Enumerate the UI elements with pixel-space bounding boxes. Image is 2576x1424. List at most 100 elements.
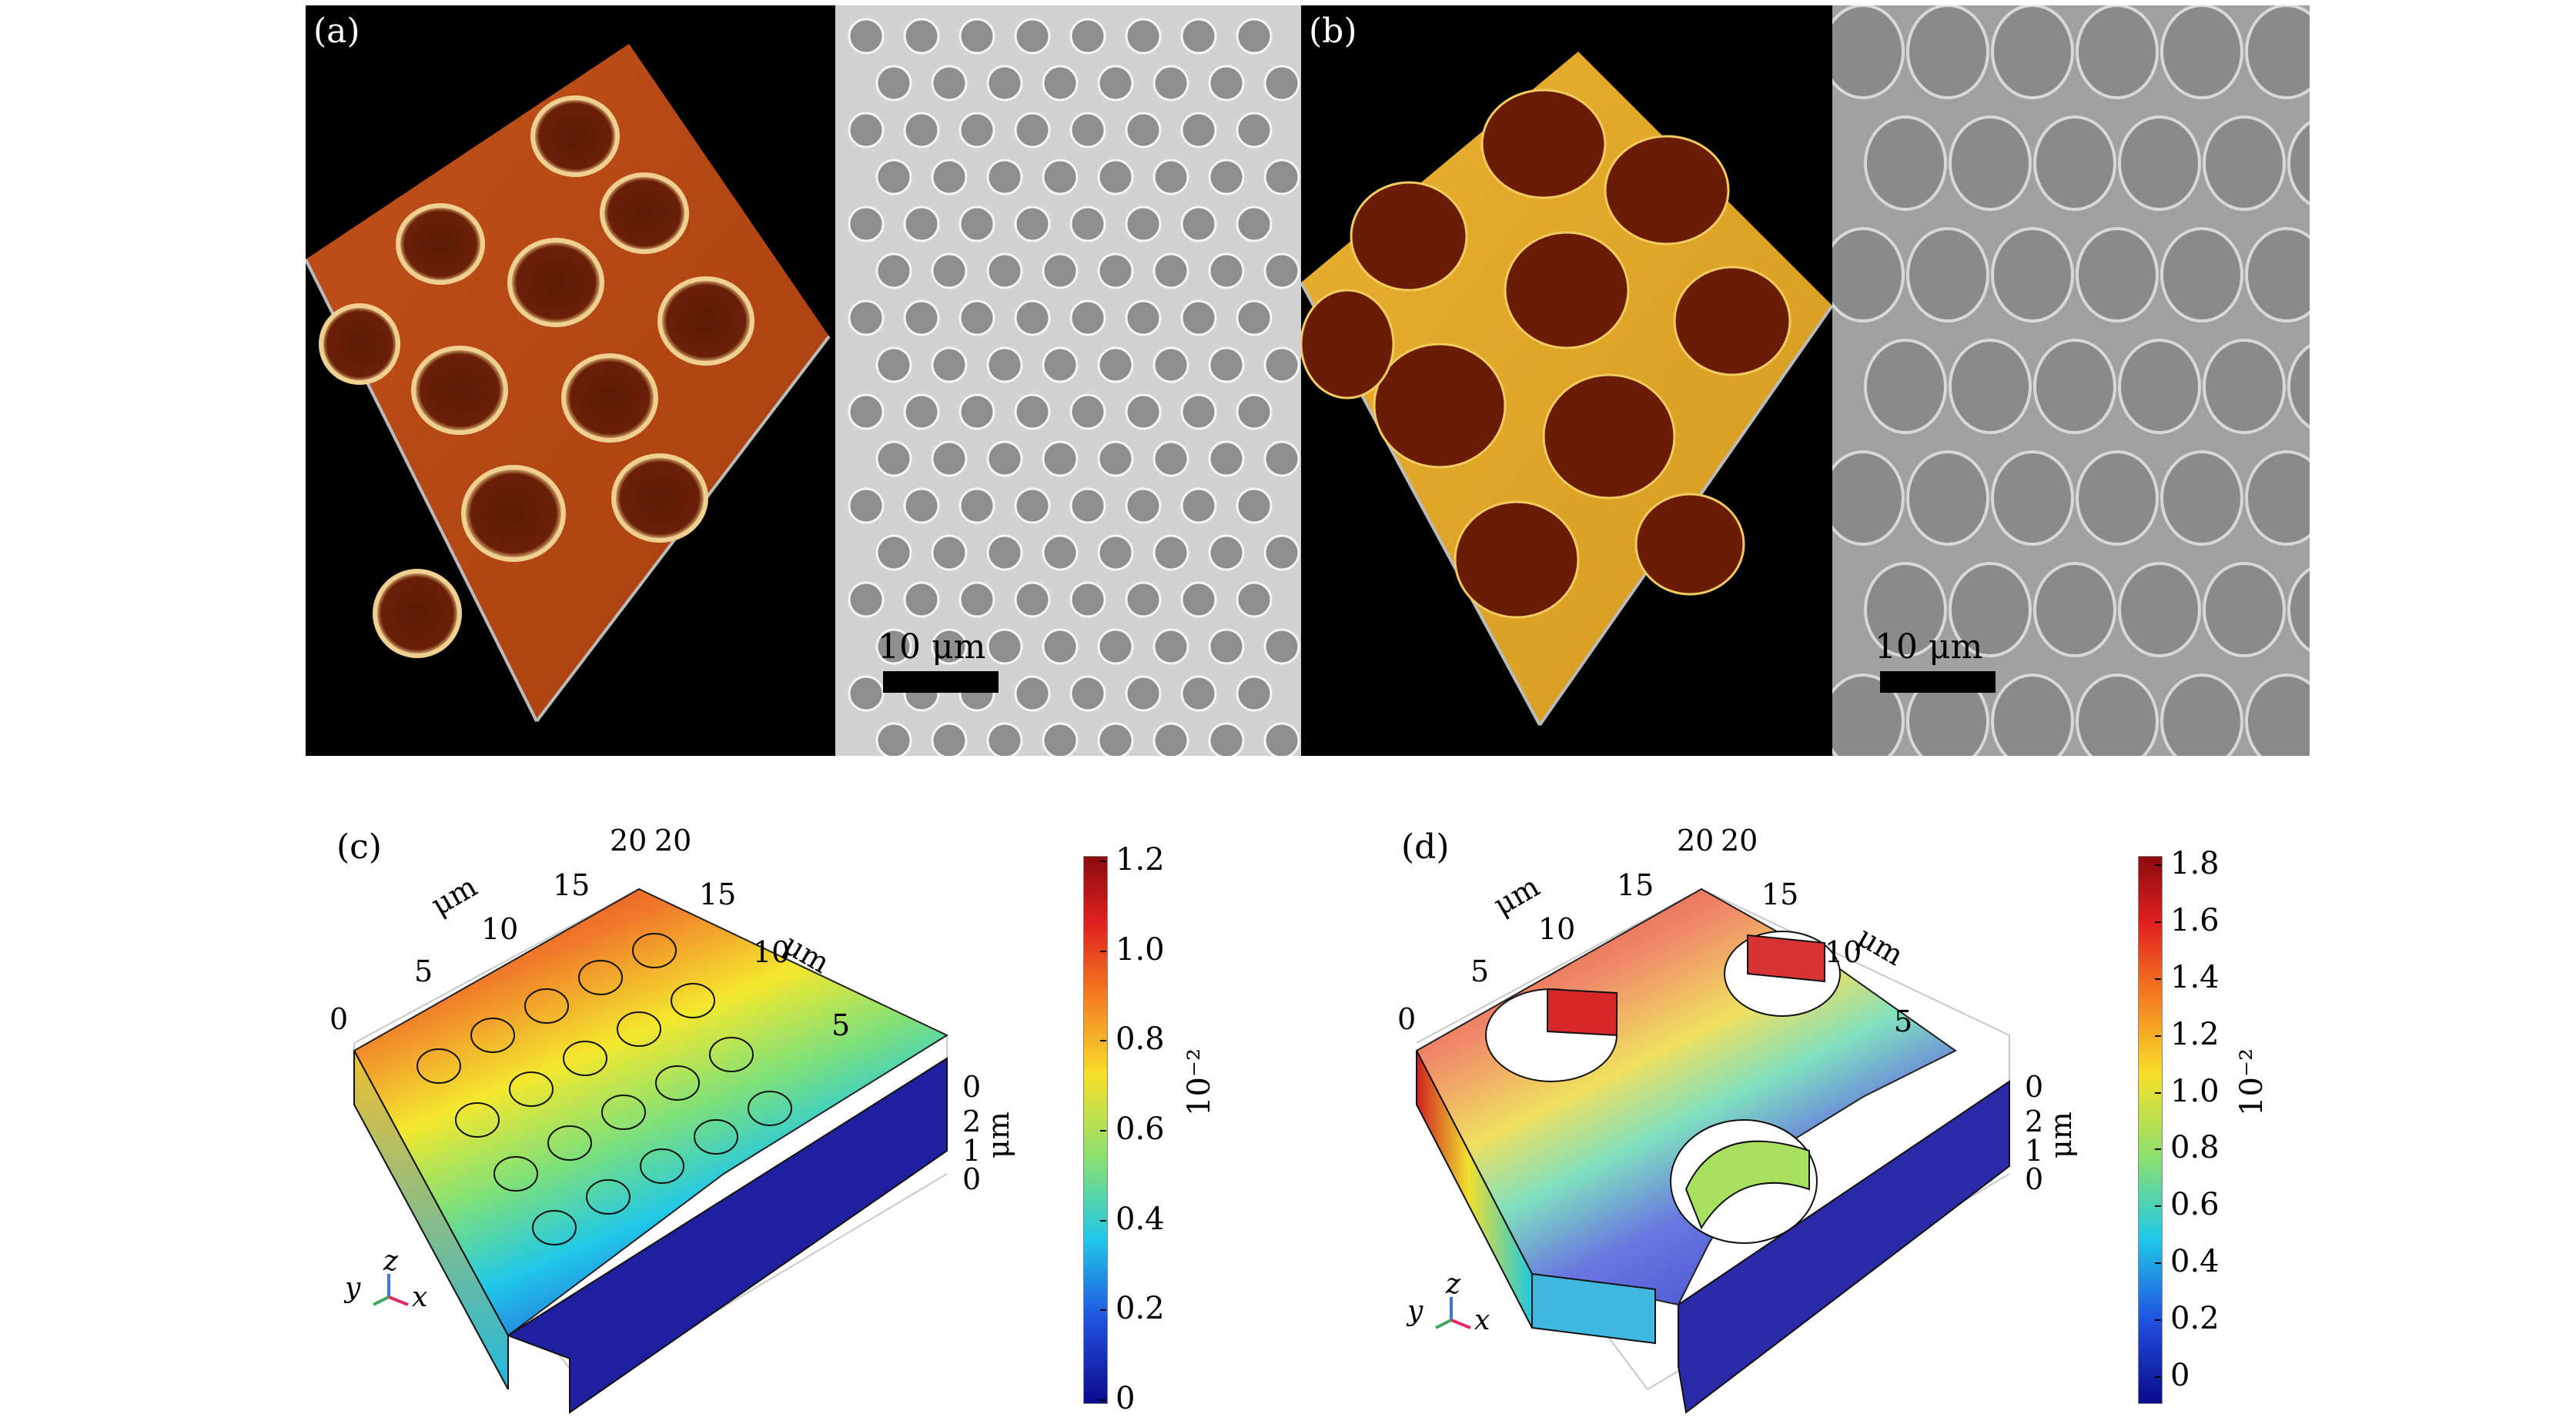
panel-c-colorbar-multiplier: 10⁻² — [1182, 1048, 1217, 1116]
sem-hole — [2245, 227, 2310, 323]
sem-hole — [1263, 628, 1300, 665]
svg-text:x: x — [412, 1282, 427, 1313]
colorbar-tick-mark — [2155, 1376, 2161, 1378]
sem-hole — [1097, 722, 1134, 756]
sem-hole — [903, 581, 940, 618]
sem-hole — [1097, 252, 1134, 289]
sem-hole — [1949, 115, 2032, 211]
sem-hole — [1208, 159, 1245, 196]
sem-hole — [1236, 393, 1273, 430]
sem-hole — [1180, 299, 1217, 336]
sem-hole — [1991, 674, 2074, 756]
sem-hole — [1042, 534, 1079, 571]
panel-b-label: (b) — [1309, 12, 1357, 51]
sem-hole — [1180, 487, 1217, 524]
d-x-tick-0: 0 — [1397, 1002, 1416, 1036]
sem-hole — [1042, 159, 1079, 196]
sem-hole — [1153, 65, 1189, 102]
sem-hole — [1042, 440, 1079, 477]
sem-hole — [848, 581, 885, 618]
sem-hole — [1263, 440, 1300, 477]
sem-hole — [2203, 115, 2286, 211]
sem-hole — [1042, 346, 1079, 383]
sem-hole — [1180, 675, 1217, 712]
sem-hole — [1949, 562, 2032, 657]
colorbar-tick-label: 0.2 — [2170, 1301, 2220, 1337]
c-x-tick-3: 15 — [553, 868, 590, 902]
c-axis-triad: z x y — [343, 1245, 427, 1313]
sem-hole — [1263, 534, 1300, 571]
sem-hole — [986, 346, 1023, 383]
sem-hole — [1153, 722, 1189, 756]
sem-hole — [903, 112, 940, 149]
sem-hole — [2160, 227, 2243, 323]
sem-hole — [848, 299, 885, 336]
sem-hole — [1263, 346, 1300, 383]
d-y-tick-4: 0 — [2025, 1070, 2043, 1104]
d-z-tick-1: 1 — [2025, 1134, 2043, 1168]
sem-hole — [848, 18, 885, 55]
panel-a-afm-image: (a) — [306, 5, 835, 756]
sem-hole — [1180, 581, 1217, 618]
sem-hole — [2203, 339, 2286, 434]
sem-hole — [1208, 628, 1245, 665]
colorbar-tick-mark — [1100, 1130, 1106, 1132]
svg-text:z: z — [1445, 1269, 1461, 1300]
sem-hole — [1864, 339, 1947, 434]
afm-3d-surface-a — [306, 44, 831, 723]
sem-hole — [903, 206, 940, 242]
sem-hole — [1832, 674, 1905, 756]
c-y-tick-3: 5 — [831, 1008, 850, 1042]
sem-hole — [903, 487, 940, 524]
sem-hole — [1097, 346, 1134, 383]
sem-hole — [875, 159, 912, 196]
sem-hole — [931, 722, 968, 756]
sem-hole — [2160, 5, 2243, 99]
sim-hole — [563, 1041, 607, 1076]
sem-hole — [1236, 675, 1273, 712]
sem-hole — [848, 206, 885, 242]
sem-hole — [1906, 450, 1989, 546]
sem-hole — [1042, 722, 1079, 756]
panel-c-simulation-3d: 0 5 10 15 20 μm 20 15 μm 10 5 0 2 1 0 μm… — [331, 827, 1015, 1414]
colorbar-tick-label: 0.4 — [2170, 1244, 2220, 1280]
sem-hole — [986, 534, 1023, 571]
colorbar-tick-label: 1.0 — [1116, 931, 1165, 968]
sem-hole — [1125, 393, 1162, 430]
sim-hole — [417, 1048, 461, 1084]
c-x-tick-4: 20 — [610, 827, 647, 857]
sem-hole — [1906, 227, 1989, 323]
sim-hole — [578, 960, 623, 995]
sem-hole — [1069, 112, 1106, 149]
panel-d-colorbar — [2138, 856, 2163, 1404]
sim-hole — [640, 1148, 684, 1184]
sem-hole — [1991, 5, 2074, 99]
colorbar-tick-mark — [2155, 1262, 2161, 1265]
colorbar-tick-mark — [2155, 1205, 2161, 1208]
colorbar-tick-label: 1.2 — [2170, 1016, 2220, 1052]
sem-hole — [1153, 628, 1189, 665]
sem-hole — [1263, 252, 1300, 289]
sem-hole — [1991, 450, 2074, 546]
colorbar-tick-label: 0.2 — [1116, 1291, 1165, 1327]
sem-hole — [1864, 115, 1947, 211]
sem-hole — [1153, 346, 1189, 383]
d-y-tick-1: 15 — [1761, 877, 1798, 911]
sem-hole — [1097, 65, 1134, 102]
sem-hole — [1180, 112, 1217, 149]
sem-hole — [958, 581, 995, 618]
sem-hole — [875, 65, 912, 102]
sem-hole — [1208, 440, 1245, 477]
d-z-tick-2: 0 — [2025, 1162, 2043, 1196]
c-y-tick-0: 20 — [654, 827, 691, 857]
c-x-tick-1: 5 — [414, 954, 433, 988]
panel-d-simulation-3d: 0 5 10 15 20 μm 20 15 10 μm 5 0 2 1 0 μm… — [1397, 827, 2078, 1414]
sem-hole — [1236, 581, 1273, 618]
sem-hole — [931, 346, 968, 383]
sem-hole — [2076, 674, 2159, 756]
sem-hole — [1125, 487, 1162, 524]
sem-hole — [2287, 344, 2310, 429]
sem-hole — [1906, 5, 1989, 99]
panel-a-scale-bar-label: 10 μm — [878, 627, 986, 667]
sem-hole — [2076, 227, 2159, 323]
